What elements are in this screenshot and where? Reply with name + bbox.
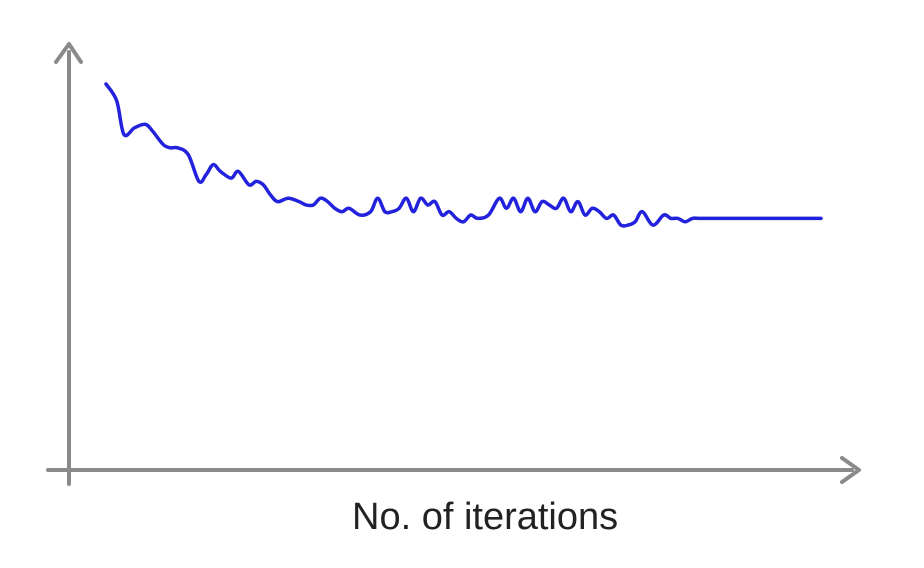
series-layer <box>104 82 823 228</box>
y-axis-arrowhead <box>54 42 83 64</box>
x-axis-label: No. of iterations <box>352 496 618 538</box>
series-line-0 <box>104 82 823 228</box>
x-axis-arrowhead <box>840 456 861 484</box>
